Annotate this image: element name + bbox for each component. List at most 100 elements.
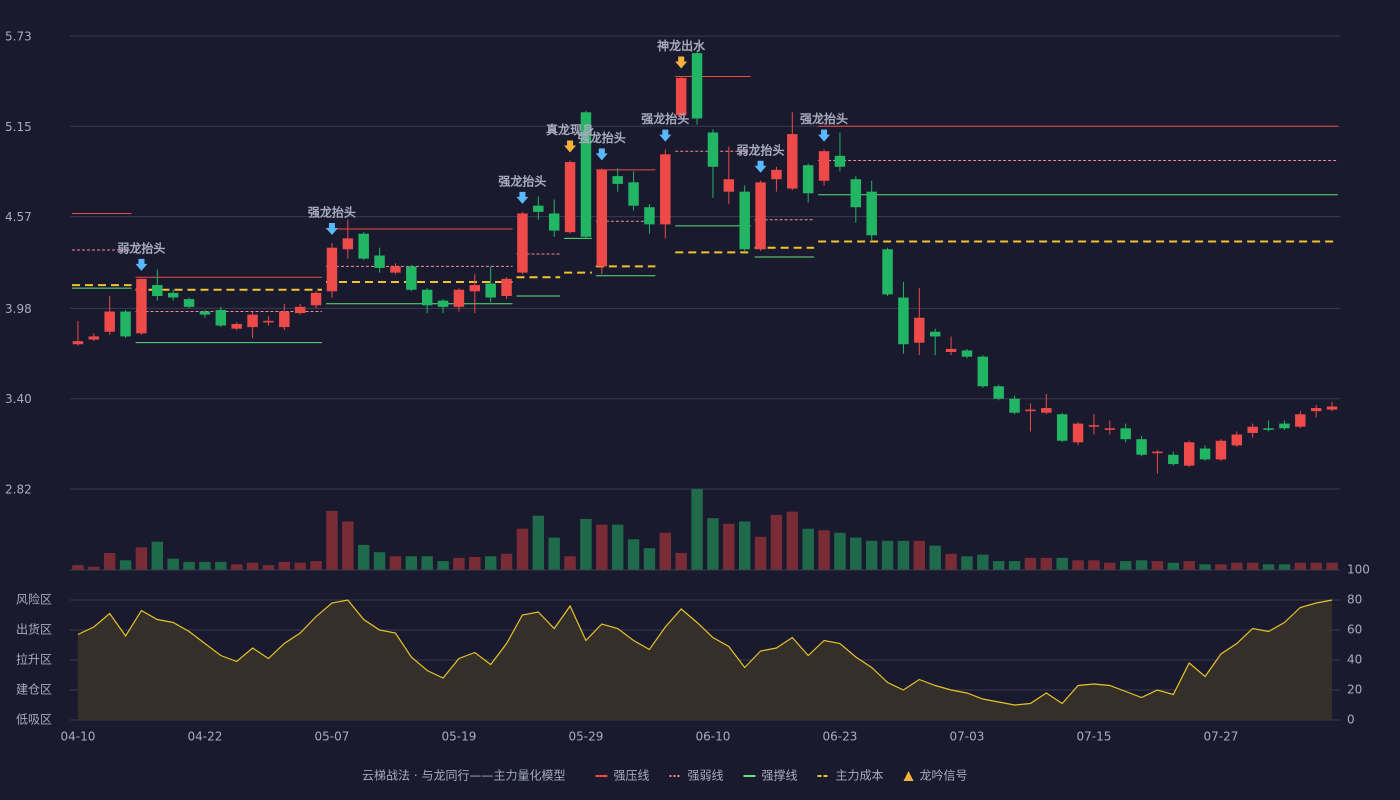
zone-label: 风险区 (16, 592, 52, 607)
candle-body (437, 300, 449, 307)
volume-bar (1199, 564, 1211, 570)
volume-bar (389, 556, 402, 570)
candle-body (866, 191, 877, 236)
y-tick-label: 3.98 (5, 302, 32, 316)
y-tick-label: 40 (1347, 653, 1362, 667)
x-tick-label: 05-19 (442, 730, 477, 744)
candle-body (88, 336, 100, 340)
x-tick-label: 07-03 (950, 730, 985, 744)
volume-bar (88, 566, 100, 570)
signal-arrow (135, 258, 148, 271)
candle-body (882, 249, 893, 295)
volume-bar (437, 561, 449, 570)
volume-bar (675, 552, 687, 570)
candle-body (167, 292, 179, 298)
volume-bar (897, 540, 910, 570)
candle-body (771, 169, 782, 180)
volume-bar (1278, 564, 1291, 570)
candle-body (1104, 428, 1116, 430)
volume-bar (215, 561, 227, 570)
candle-body (580, 112, 592, 237)
candle-body (1072, 423, 1084, 443)
volume-bar (72, 565, 84, 570)
volume-bar (405, 556, 418, 570)
candle-body (1263, 428, 1274, 430)
volume-bar (294, 562, 306, 570)
candle-body (691, 53, 703, 119)
volume-bar (723, 523, 735, 570)
y-tick-label: 0 (1347, 713, 1355, 727)
legend-label: 强撑线 (761, 768, 797, 783)
candle-body (231, 323, 242, 329)
volume-bar (1072, 560, 1084, 570)
candle-body (1247, 426, 1258, 433)
volume-bar (1040, 557, 1053, 570)
signal-arrow (659, 129, 672, 142)
volume-bar (707, 518, 719, 570)
candle-body (787, 134, 798, 189)
candle-body (279, 311, 290, 328)
candle-body (183, 299, 195, 307)
candle-body (199, 311, 211, 315)
osc-line (77, 599, 1333, 706)
volume-bar (373, 552, 386, 570)
volume-bar (1119, 561, 1132, 570)
legend-label: 强弱线 (687, 769, 723, 783)
candle-body (374, 255, 385, 268)
candle-body (421, 289, 433, 306)
signal-arrow (564, 140, 577, 153)
candle-body (1215, 440, 1227, 460)
y-tick-label: 3.40 (5, 392, 32, 406)
candle-body (136, 278, 147, 334)
candle-body (802, 165, 814, 194)
candle-body (612, 176, 623, 184)
candle-body (1088, 425, 1100, 427)
volume-bar (834, 532, 846, 570)
candle-body (517, 213, 528, 273)
candle-body (1231, 434, 1243, 446)
candle-body (1136, 439, 1147, 455)
y-tick-label: 20 (1347, 683, 1362, 697)
candle-body (406, 266, 417, 290)
signal-label: 真龙现身 (546, 122, 594, 137)
volume-bar (1088, 560, 1100, 570)
volume-bar (484, 556, 497, 570)
x-tick-label: 05-29 (569, 730, 604, 744)
y-tick-label: 4.57 (5, 210, 32, 224)
volume-bar (580, 518, 592, 570)
candle-body (326, 247, 338, 292)
volume-bar (611, 524, 624, 570)
candle-body (914, 317, 925, 343)
candle-body (1199, 448, 1211, 460)
signal-label: 弱龙抬头 (117, 240, 165, 255)
signal-arrow (595, 148, 608, 161)
candle-body (1326, 406, 1338, 410)
volume-bar (1135, 560, 1148, 570)
volume-bar (992, 561, 1005, 570)
y-tick-label: 60 (1347, 623, 1362, 637)
candle-body (104, 311, 115, 332)
candle-body (628, 182, 639, 206)
volume-bar (754, 536, 767, 570)
volume-bar (1167, 562, 1180, 570)
candle-body (358, 233, 369, 259)
osc-area (77, 600, 1333, 720)
volume-bar (135, 547, 148, 570)
volume-bar (1151, 561, 1164, 570)
candle-body (850, 179, 862, 208)
volume-bar (342, 521, 354, 570)
x-tick-label: 05-07 (315, 730, 350, 744)
candle-body (310, 292, 322, 306)
volume-bar (278, 561, 291, 570)
signal-arrow (818, 129, 831, 142)
volume-bar (500, 553, 513, 570)
volume-bar (151, 541, 164, 570)
volume-bar (865, 540, 878, 570)
signal-arrow (754, 160, 767, 173)
signal-arrow (325, 223, 338, 236)
signal-arrow (516, 191, 529, 204)
volume-bar (357, 544, 370, 570)
candle-body (929, 331, 941, 337)
x-tick-label: 04-22 (188, 730, 223, 744)
volume-bar (627, 539, 640, 570)
